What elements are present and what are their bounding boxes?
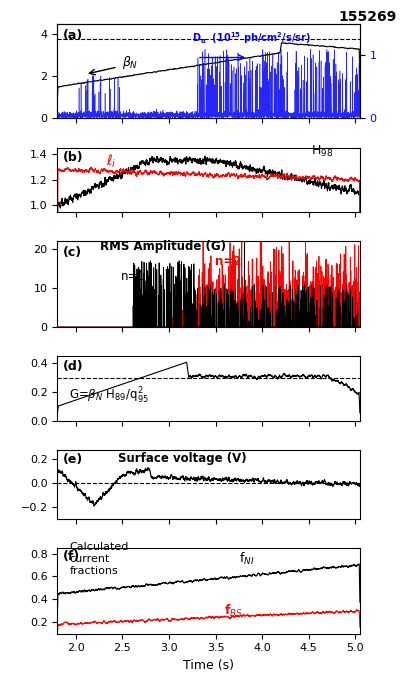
Text: (b): (b) xyxy=(63,151,84,164)
Text: (c): (c) xyxy=(63,245,83,258)
X-axis label: Time (s): Time (s) xyxy=(183,659,234,672)
Text: G=$\beta_N$ H$_{89}$/q$^2_{95}$: G=$\beta_N$ H$_{89}$/q$^2_{95}$ xyxy=(70,386,149,406)
Text: f$_{NI}$: f$_{NI}$ xyxy=(239,551,254,567)
Text: (d): (d) xyxy=(63,360,84,373)
Text: RMS Amplitude (G): RMS Amplitude (G) xyxy=(100,240,226,253)
Text: H$_{98}$: H$_{98}$ xyxy=(312,145,334,160)
Text: $\beta_N$: $\beta_N$ xyxy=(122,54,139,71)
Text: Surface voltage (V): Surface voltage (V) xyxy=(118,452,246,465)
Text: f$_{BS}$: f$_{BS}$ xyxy=(224,603,243,619)
Text: n=1: n=1 xyxy=(121,270,146,283)
Text: (f): (f) xyxy=(63,551,81,564)
Text: $\mathbf{D_\alpha}$  $\mathbf{(10^{15}}$ $\mathbf{ph/cm^2/s/sr)}$: $\mathbf{D_\alpha}$ $\mathbf{(10^{15}}$ … xyxy=(192,30,311,46)
Text: 155269: 155269 xyxy=(339,10,397,24)
Text: (e): (e) xyxy=(63,453,83,466)
Text: (a): (a) xyxy=(63,29,83,42)
Text: $\ell_i$: $\ell_i$ xyxy=(106,153,116,170)
Text: Calculated
current
fractions: Calculated current fractions xyxy=(70,543,129,575)
Text: n=2: n=2 xyxy=(215,256,241,269)
